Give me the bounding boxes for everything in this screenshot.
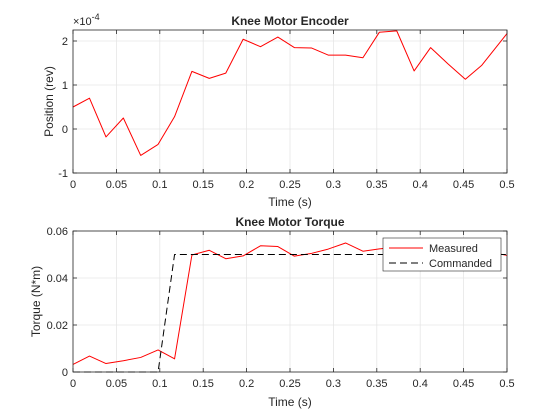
encoder-xlabel: Time (s) xyxy=(268,195,312,209)
torque-title: Knee Motor Torque xyxy=(235,215,344,229)
encoder-series xyxy=(72,30,508,156)
torque-xlabel: Time (s) xyxy=(268,395,312,409)
x-tick-label: 0.25 xyxy=(279,378,300,390)
x-tick-label: 0 xyxy=(70,179,76,191)
torque-ylabel: Torque (N*m) xyxy=(29,266,43,337)
y-tick-label: 0 xyxy=(62,124,68,136)
x-tick-label: 0.35 xyxy=(366,378,387,390)
y-tick-label: 0 xyxy=(62,367,68,379)
x-tick-label: 0.15 xyxy=(192,378,213,390)
y-tick-label: 2 xyxy=(62,36,68,48)
x-tick-label: 0.3 xyxy=(326,179,341,191)
legend-measured-label: Measured xyxy=(429,243,478,255)
x-tick-label: 0.2 xyxy=(239,378,254,390)
x-tick-label: 0.3 xyxy=(326,378,341,390)
encoder-exponent-base: ×10 xyxy=(73,16,92,28)
y-tick-label: -1 xyxy=(58,168,68,180)
legend-box xyxy=(382,237,502,272)
x-tick-label: 0.1 xyxy=(152,179,167,191)
encoder-ticks: 0 0.05 0.1 0.15 0.2 0.25 0.3 0.35 0.4 0.45 0.5-101… xyxy=(58,30,515,191)
x-tick-label: 0.05 xyxy=(106,179,127,191)
torque-legend: Measured Commanded xyxy=(382,237,502,272)
x-tick-label: 0.1 xyxy=(152,378,167,390)
x-tick-label: 0.25 xyxy=(279,179,300,191)
x-tick-label: 0.2 xyxy=(239,179,254,191)
y-tick-label: 0.02 xyxy=(47,320,68,332)
encoder-position-series-line xyxy=(72,30,508,156)
x-tick-label: 0.35 xyxy=(366,179,387,191)
y-tick-label: 0.06 xyxy=(47,226,68,238)
encoder-title: Knee Motor Encoder xyxy=(231,14,349,28)
x-tick-label: 0.05 xyxy=(106,378,127,390)
x-tick-label: 0.4 xyxy=(413,179,428,191)
y-tick-label: 1 xyxy=(62,80,68,92)
x-tick-label: 0.5 xyxy=(499,378,514,390)
x-tick-label: 0.4 xyxy=(413,378,428,390)
encoder-exponent-label: ×10-4 xyxy=(73,12,100,28)
commanded-series-line xyxy=(73,254,507,373)
y-tick-label: 0.04 xyxy=(47,273,68,285)
legend-commanded-label: Commanded xyxy=(429,258,492,270)
x-tick-label: 0.45 xyxy=(453,179,474,191)
encoder-ylabel: Position (rev) xyxy=(42,66,56,137)
x-tick-label: 0.45 xyxy=(453,378,474,390)
torque-ticks: 0 0.05 0.1 0.15 0.2 0.25 0.3 0.35 0.4 0.45 0.5 0 0.0… xyxy=(47,226,515,390)
x-tick-label: 0.5 xyxy=(499,179,514,191)
x-tick-label: 0.15 xyxy=(192,179,213,191)
encoder-axes: 0 0.05 0.1 0.15 0.2 0.25 0.3 0.35 0.4 0.45 0.5-101… xyxy=(42,12,515,209)
x-tick-label: 0 xyxy=(70,378,76,390)
torque-axes: 0 0.05 0.1 0.15 0.2 0.25 0.3 0.35 0.4 0.45 0.5 0 0.0… xyxy=(29,215,515,409)
encoder-exponent-power: -4 xyxy=(92,12,100,22)
